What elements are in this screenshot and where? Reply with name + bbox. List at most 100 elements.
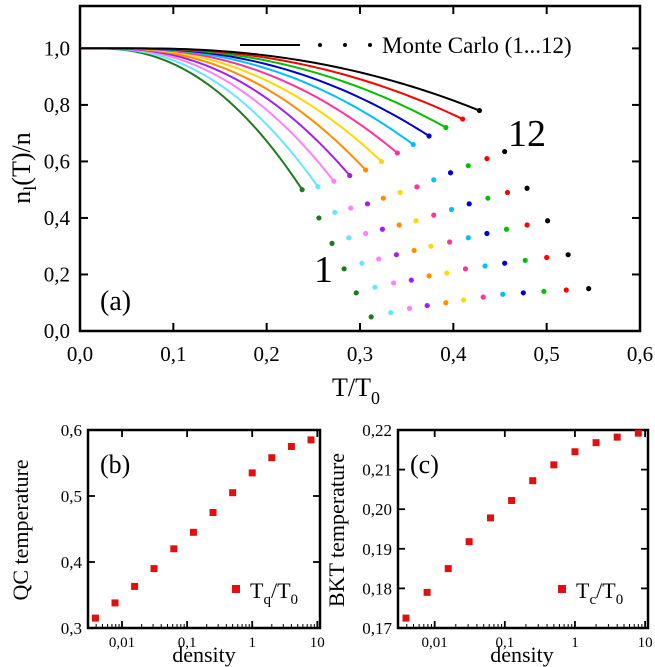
panel-c-chart: 0,01 0,1 1 100,170,180,190,200,210,22 (c) T… — [324, 421, 653, 667]
mc-point — [544, 255, 549, 260]
panel-a-legend: Monte Carlo (1...12) — [240, 33, 572, 58]
y-tick-label: 0,22 — [362, 421, 392, 440]
mc-point — [363, 231, 368, 236]
legend-c-t: T — [576, 578, 590, 603]
data-point — [190, 529, 197, 536]
mc-point — [505, 190, 510, 195]
mc-point — [545, 218, 550, 223]
theory-curve-5 — [80, 48, 366, 170]
data-point — [307, 436, 314, 443]
y-tick-label: 0,4 — [61, 553, 83, 572]
panel-a-ylabel: nl(T)/n — [7, 132, 40, 203]
legend-b-t: T — [250, 578, 264, 603]
mc-point — [365, 201, 370, 206]
xlabel-main: T/T — [332, 373, 371, 402]
legend-dot-2 — [343, 43, 347, 47]
data-point — [229, 489, 236, 496]
panel-a-xlabel: T/T0 — [332, 373, 380, 408]
x-tick-label: 0,5 — [534, 342, 560, 366]
mc-point — [394, 252, 399, 257]
x-tick-label: 0,0 — [67, 342, 93, 366]
data-point — [170, 545, 177, 552]
mc-point — [482, 263, 487, 268]
mc-point — [359, 261, 364, 266]
data-point — [131, 583, 138, 590]
mc-point — [564, 287, 569, 292]
x-tick-label: 10 — [638, 635, 653, 651]
x-tick-label: 1 — [571, 635, 579, 651]
mc-point — [466, 163, 471, 168]
legend-c-post: /T — [596, 578, 616, 603]
x-tick-label: 0,4 — [440, 342, 467, 366]
mc-point — [460, 116, 465, 121]
mc-point — [315, 184, 320, 189]
panel-a-curves — [80, 48, 479, 189]
mc-point — [409, 278, 414, 283]
mc-point — [521, 290, 526, 295]
legend-text: Monte Carlo (1...12) — [382, 33, 572, 58]
data-point — [571, 448, 578, 455]
mc-point — [431, 177, 436, 182]
data-point — [424, 589, 431, 596]
panel-b-label: (b) — [100, 450, 130, 479]
mc-point — [443, 300, 448, 305]
legend-dot-1 — [318, 43, 322, 47]
panel-a-label: (a) — [100, 286, 131, 317]
panel-c-legend-marker — [558, 585, 566, 593]
mc-point — [346, 235, 351, 240]
mc-point — [523, 258, 528, 263]
mc-point — [379, 159, 384, 164]
mc-point — [428, 244, 433, 249]
data-point — [210, 509, 217, 516]
x-tick-label: 1 — [248, 635, 256, 651]
mc-point — [466, 235, 471, 240]
mc-point — [388, 310, 393, 315]
mc-point — [426, 273, 431, 278]
mc-point — [444, 270, 449, 275]
panel-a-chart: 0,0 0,1 0,2 0,3 0,4 0,5 0,60,00,20,40,60,81,0 … — [7, 6, 653, 408]
mc-point — [484, 156, 489, 161]
y-tick-label: 0,18 — [362, 579, 392, 598]
mc-point — [481, 294, 486, 299]
mc-point — [524, 222, 529, 227]
mc-point — [300, 187, 305, 192]
y-tick-label: 0,21 — [362, 461, 392, 480]
mc-point — [348, 205, 353, 210]
mc-point — [541, 289, 546, 294]
data-point — [402, 615, 409, 622]
y-tick-label: 0,6 — [61, 421, 82, 440]
y-tick-label: 0,20 — [362, 500, 392, 519]
mc-point — [502, 261, 507, 266]
mc-point — [504, 227, 509, 232]
mc-point — [500, 292, 505, 297]
mc-point — [586, 286, 591, 291]
panel-c-legend-text: Tc/T0 — [576, 578, 623, 608]
xlabel-sub: 0 — [371, 388, 380, 408]
y-tick-label: 0,3 — [61, 619, 82, 638]
mc-point — [484, 231, 489, 236]
mc-point — [347, 173, 352, 178]
mc-point — [412, 248, 417, 253]
mc-point — [524, 186, 529, 191]
mc-point — [566, 252, 571, 257]
panel-a-ticks: 0,0 0,1 0,2 0,3 0,4 0,5 0,6 0,0 0,2 0,4 0,6 0,8 1,0 — [44, 6, 653, 366]
y-tick-label: 0,19 — [362, 540, 392, 559]
mc-point — [467, 201, 472, 206]
mc-point — [398, 190, 403, 195]
panel-c-label: (c) — [410, 450, 439, 479]
panel-c-ylabel: BKT temperature — [324, 453, 349, 607]
legend-c-sub2: 0 — [616, 592, 624, 608]
panel-c-xlabel: density — [490, 642, 554, 667]
mc-point — [461, 297, 466, 302]
mc-point — [443, 125, 448, 130]
legend-b-sub2: 0 — [291, 592, 299, 608]
data-point — [112, 599, 119, 606]
ylabel-n: n — [7, 191, 36, 204]
mc-point — [449, 207, 454, 212]
panel-b-legend-marker — [232, 585, 240, 593]
data-point — [151, 565, 158, 572]
mc-point — [414, 184, 419, 189]
mc-point — [331, 179, 336, 184]
data-point — [288, 443, 295, 450]
theory-curve-4 — [80, 48, 350, 175]
